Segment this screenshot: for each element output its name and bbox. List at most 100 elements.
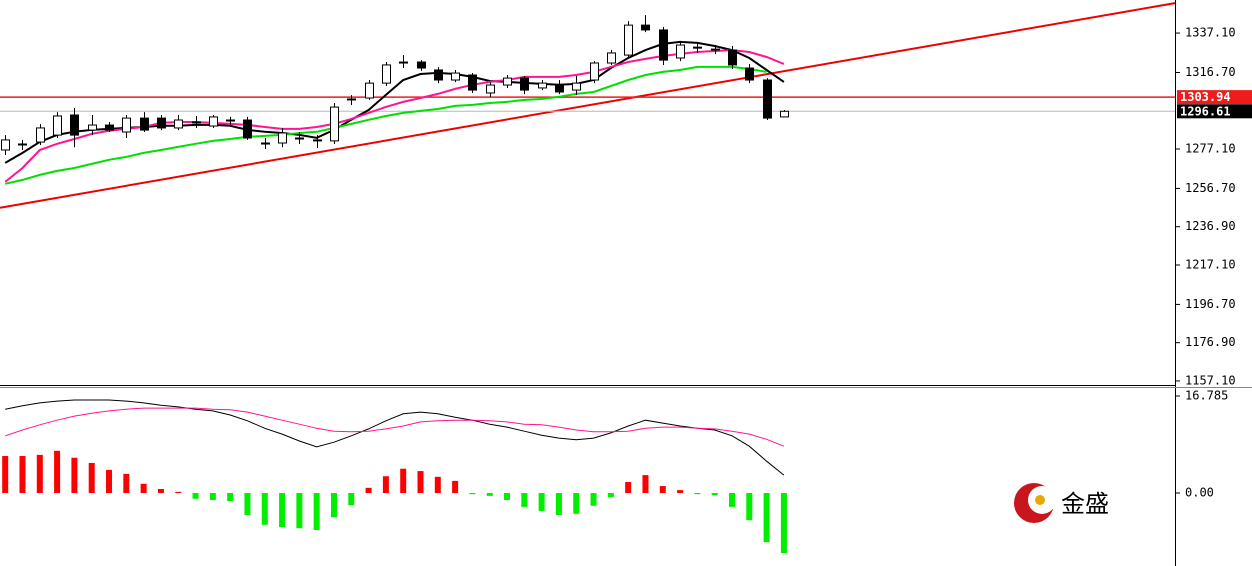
candle-body <box>313 139 322 142</box>
candle-body <box>503 77 512 86</box>
histogram-bar <box>555 493 562 515</box>
histogram-bar <box>313 493 320 530</box>
histogram-bar <box>348 493 355 506</box>
histogram-bar <box>417 471 424 494</box>
candle-body <box>105 124 114 131</box>
trend-line <box>0 2 1176 209</box>
candle-body <box>157 117 166 129</box>
candle-body <box>676 44 685 59</box>
candle-body <box>192 121 201 124</box>
histogram-bar <box>659 486 666 494</box>
candle-body <box>745 67 754 81</box>
histogram-bar <box>36 454 43 494</box>
histogram-bar <box>486 493 493 496</box>
candle-body <box>763 79 772 119</box>
histogram-bar <box>521 493 528 507</box>
histogram-bar <box>434 476 441 494</box>
candle-body <box>330 106 339 142</box>
candle-body <box>174 119 183 129</box>
histogram-bar <box>157 488 164 494</box>
candle-body <box>209 116 218 127</box>
histogram-bar <box>330 493 337 518</box>
histogram-bar <box>642 475 649 494</box>
y-tick-label: 1337.10 <box>1185 26 1236 40</box>
histogram-bar <box>365 487 372 494</box>
candle-body <box>659 29 668 61</box>
candle-body <box>365 82 374 99</box>
candle-body <box>607 52 616 64</box>
price-label: 1296.61 <box>1180 104 1231 118</box>
histogram-bar <box>746 493 753 521</box>
histogram-bar <box>728 493 735 507</box>
histogram-bar <box>261 493 268 525</box>
candle-body <box>399 61 408 64</box>
candle-body <box>572 82 581 91</box>
histogram-bar <box>711 493 718 496</box>
candle-body <box>295 137 304 140</box>
candle-body <box>555 84 564 93</box>
candle-body <box>1 139 10 151</box>
candle-body <box>711 48 720 51</box>
histogram-bar <box>123 473 130 494</box>
y-tick-label: 1196.70 <box>1185 297 1236 311</box>
y-tick-label: 1176.90 <box>1185 335 1236 349</box>
candle-body <box>624 24 633 56</box>
y-tick-label: 1217.10 <box>1185 257 1236 271</box>
histogram-bar <box>763 493 770 543</box>
candle-body <box>36 127 45 143</box>
y-tick-label: 16.785 <box>1185 389 1228 403</box>
price-label: 1303.94 <box>1180 90 1231 104</box>
macd-line <box>5 399 785 476</box>
histogram-bar <box>694 493 701 495</box>
candle-body <box>434 69 443 81</box>
histogram-bar <box>469 493 476 495</box>
y-tick-label: 1157.10 <box>1185 373 1236 387</box>
histogram-bar <box>192 493 199 499</box>
histogram-bar <box>106 469 113 494</box>
histogram-bar <box>227 493 234 502</box>
y-tick-label: 0.00 <box>1185 486 1214 500</box>
histogram-bar <box>88 462 95 494</box>
candle-body <box>520 77 529 91</box>
y-tick-label: 1316.70 <box>1185 65 1236 79</box>
candle-body <box>226 119 235 122</box>
histogram-bar <box>19 456 26 494</box>
histogram-bar <box>452 480 459 494</box>
candle-body <box>451 72 460 81</box>
candle-body <box>278 132 287 144</box>
candle-body <box>641 24 650 31</box>
candle-body <box>140 117 149 131</box>
histogram-bar <box>590 493 597 506</box>
candle-body <box>347 98 356 101</box>
candle-body <box>417 61 426 69</box>
candle-body <box>486 84 495 94</box>
y-tick-label: 1277.10 <box>1185 142 1236 156</box>
logo: 金盛 <box>1014 483 1109 523</box>
histogram-bar <box>209 493 216 500</box>
price-label-box <box>1177 90 1252 105</box>
y-tick-label: 1256.70 <box>1185 181 1236 195</box>
histogram-bar <box>2 456 9 494</box>
histogram-bar <box>244 493 251 515</box>
histogram-bar <box>279 493 286 528</box>
histogram-bar <box>54 450 61 494</box>
moving-average <box>4 49 785 183</box>
histogram-bar <box>504 493 511 500</box>
candle-body <box>243 119 252 139</box>
histogram-bar <box>140 483 147 494</box>
candle-body <box>728 49 737 66</box>
histogram-bar <box>71 457 78 494</box>
histogram-bar <box>607 493 614 498</box>
histogram-bar <box>625 482 632 494</box>
price-label-box <box>1177 104 1252 119</box>
candle-body <box>53 115 62 136</box>
logo-text: 金盛 <box>1061 490 1109 518</box>
histogram-bar <box>400 468 407 494</box>
histogram-bar <box>573 493 580 514</box>
candle-body <box>468 74 477 91</box>
histogram-bar <box>780 493 787 554</box>
candle-body <box>382 64 391 84</box>
candle-body <box>88 124 97 131</box>
